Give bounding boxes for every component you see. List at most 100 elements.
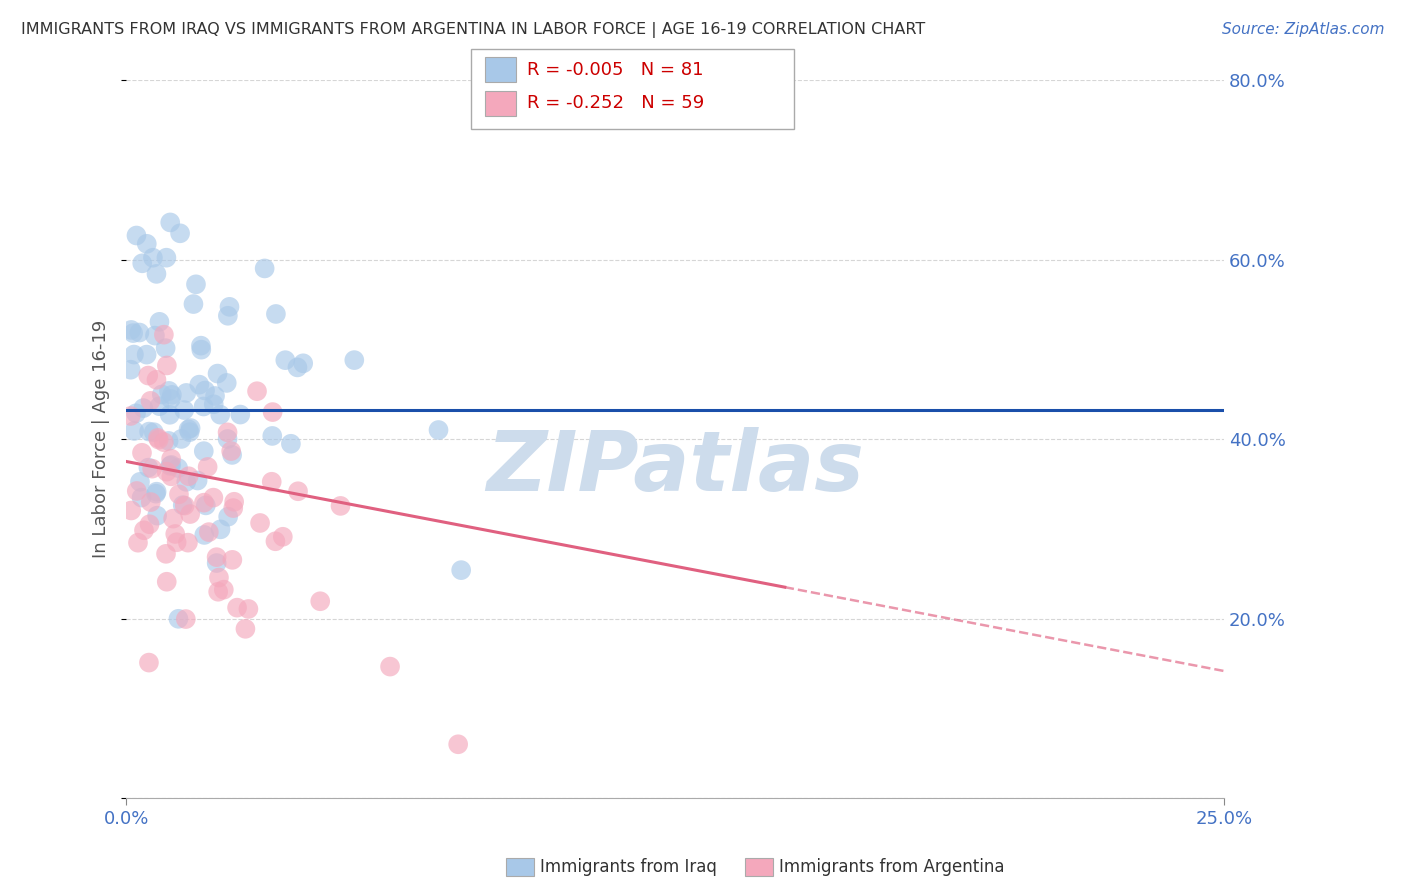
Point (160, 458, 183, 472)
Point (170, 432, 193, 446)
Point (329, 499, 352, 513)
Point (120, 362, 142, 376)
Point (138, 425, 160, 439)
Point (131, 256, 153, 270)
Point (142, 425, 165, 440)
Point (156, 359, 179, 373)
Point (172, 498, 194, 512)
Point (197, 459, 219, 474)
Point (174, 612, 197, 626)
Point (177, 469, 200, 483)
Point (204, 389, 226, 403)
Point (221, 553, 243, 567)
Point (173, 403, 195, 417)
Point (209, 522, 232, 536)
Point (271, 530, 294, 544)
Point (187, 474, 209, 488)
Point (120, 323, 142, 337)
Text: Immigrants from Argentina: Immigrants from Argentina (779, 858, 1004, 876)
Point (209, 408, 232, 422)
Point (155, 547, 177, 561)
Point (146, 508, 169, 523)
Point (174, 475, 197, 489)
Point (160, 392, 183, 406)
Point (160, 469, 183, 483)
Point (127, 535, 149, 549)
Point (193, 496, 215, 510)
Point (174, 386, 197, 401)
Point (146, 431, 169, 445)
Point (184, 277, 207, 292)
Point (260, 475, 283, 489)
Point (120, 409, 142, 423)
Point (217, 509, 239, 524)
Point (202, 491, 225, 505)
Text: R = -0.252   N = 59: R = -0.252 N = 59 (527, 95, 704, 112)
Point (132, 523, 155, 537)
Point (120, 503, 142, 517)
Point (160, 451, 183, 466)
Point (167, 612, 190, 626)
Point (262, 429, 284, 443)
Point (264, 534, 287, 549)
Point (148, 433, 170, 447)
Point (132, 401, 155, 416)
Point (166, 535, 188, 549)
Point (215, 376, 238, 390)
Point (280, 436, 302, 450)
Point (188, 377, 211, 392)
Point (378, 659, 401, 673)
Point (167, 461, 190, 475)
Point (287, 360, 309, 375)
Point (217, 309, 239, 323)
Point (143, 328, 166, 343)
Point (202, 397, 225, 411)
Point (221, 448, 243, 462)
Point (262, 405, 284, 419)
Point (159, 458, 181, 473)
Point (153, 435, 176, 450)
Point (226, 600, 249, 615)
Point (148, 399, 170, 413)
Point (179, 507, 201, 521)
Point (155, 251, 177, 265)
Point (205, 550, 228, 565)
Point (153, 327, 176, 342)
Point (207, 584, 229, 599)
Point (122, 424, 145, 438)
Point (219, 444, 242, 458)
Point (427, 423, 450, 437)
Point (135, 236, 157, 251)
Point (193, 528, 215, 542)
Point (131, 491, 153, 505)
Point (292, 356, 315, 370)
Point (222, 501, 245, 516)
Point (207, 367, 229, 381)
Point (160, 388, 183, 402)
Point (131, 446, 153, 460)
Point (190, 343, 212, 357)
Point (193, 444, 215, 458)
Point (169, 227, 191, 241)
Point (212, 582, 235, 597)
Point (159, 215, 181, 229)
Point (156, 574, 179, 589)
Point (177, 535, 200, 549)
Point (274, 353, 297, 368)
Point (217, 432, 239, 446)
Point (264, 307, 287, 321)
Point (145, 267, 167, 281)
Point (287, 484, 309, 499)
Point (194, 384, 217, 398)
Point (138, 460, 160, 475)
Point (173, 499, 195, 513)
Point (122, 326, 145, 340)
Point (139, 393, 162, 408)
Point (343, 353, 366, 368)
Point (217, 425, 239, 440)
Point (208, 570, 231, 584)
Point (224, 495, 246, 509)
Point (179, 425, 201, 439)
Text: Immigrants from Iraq: Immigrants from Iraq (540, 858, 717, 876)
Point (309, 594, 332, 608)
